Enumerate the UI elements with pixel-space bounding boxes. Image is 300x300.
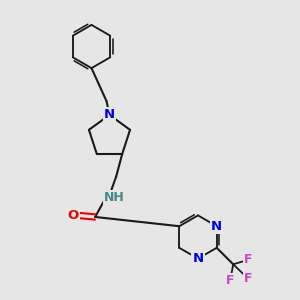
- Text: O: O: [68, 209, 79, 222]
- Text: F: F: [244, 253, 253, 266]
- Text: F: F: [244, 272, 253, 285]
- Text: NH: NH: [104, 191, 125, 204]
- Text: F: F: [226, 274, 235, 287]
- Text: N: N: [192, 252, 204, 265]
- Text: N: N: [104, 108, 115, 122]
- Text: N: N: [211, 220, 222, 233]
